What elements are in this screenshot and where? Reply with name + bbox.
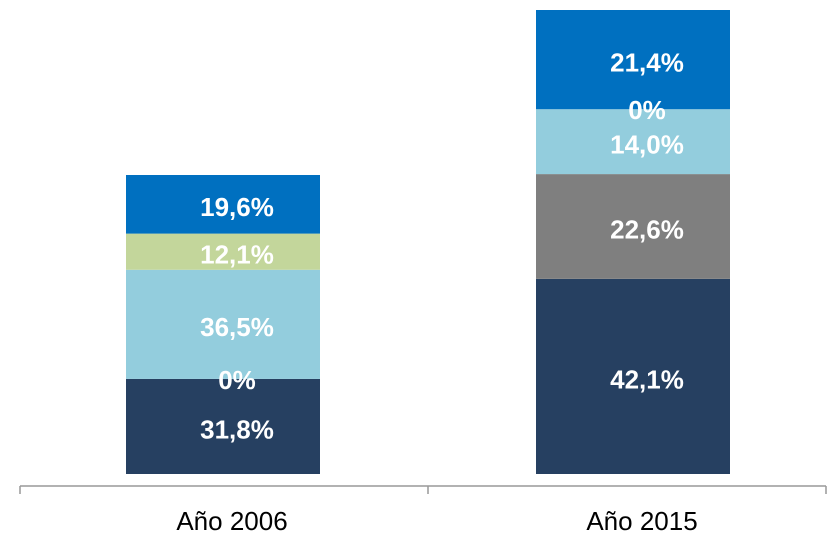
bar-segment: [536, 10, 730, 110]
data-label: 22,6%: [610, 214, 684, 244]
data-label: 19,6%: [200, 192, 274, 222]
data-label: 14,0%: [610, 130, 684, 160]
x-tick-label: Año 2006: [176, 506, 287, 536]
data-label: 0%: [628, 95, 666, 125]
bar-segment: [126, 233, 320, 270]
data-label: 0%: [218, 365, 256, 395]
bar-segment: [126, 175, 320, 234]
bar-segment: [126, 378, 320, 474]
data-label: 31,8%: [200, 414, 274, 444]
data-label: 42,1%: [610, 364, 684, 394]
x-tick-label: Año 2015: [586, 506, 697, 536]
bar-segment: [536, 109, 730, 175]
bar-segment: [536, 174, 730, 279]
bar-segment: [536, 278, 730, 474]
data-label: 12,1%: [200, 240, 274, 270]
data-label: 21,4%: [610, 47, 684, 77]
bar-segment: [126, 269, 320, 379]
data-label: 36,5%: [200, 312, 274, 342]
